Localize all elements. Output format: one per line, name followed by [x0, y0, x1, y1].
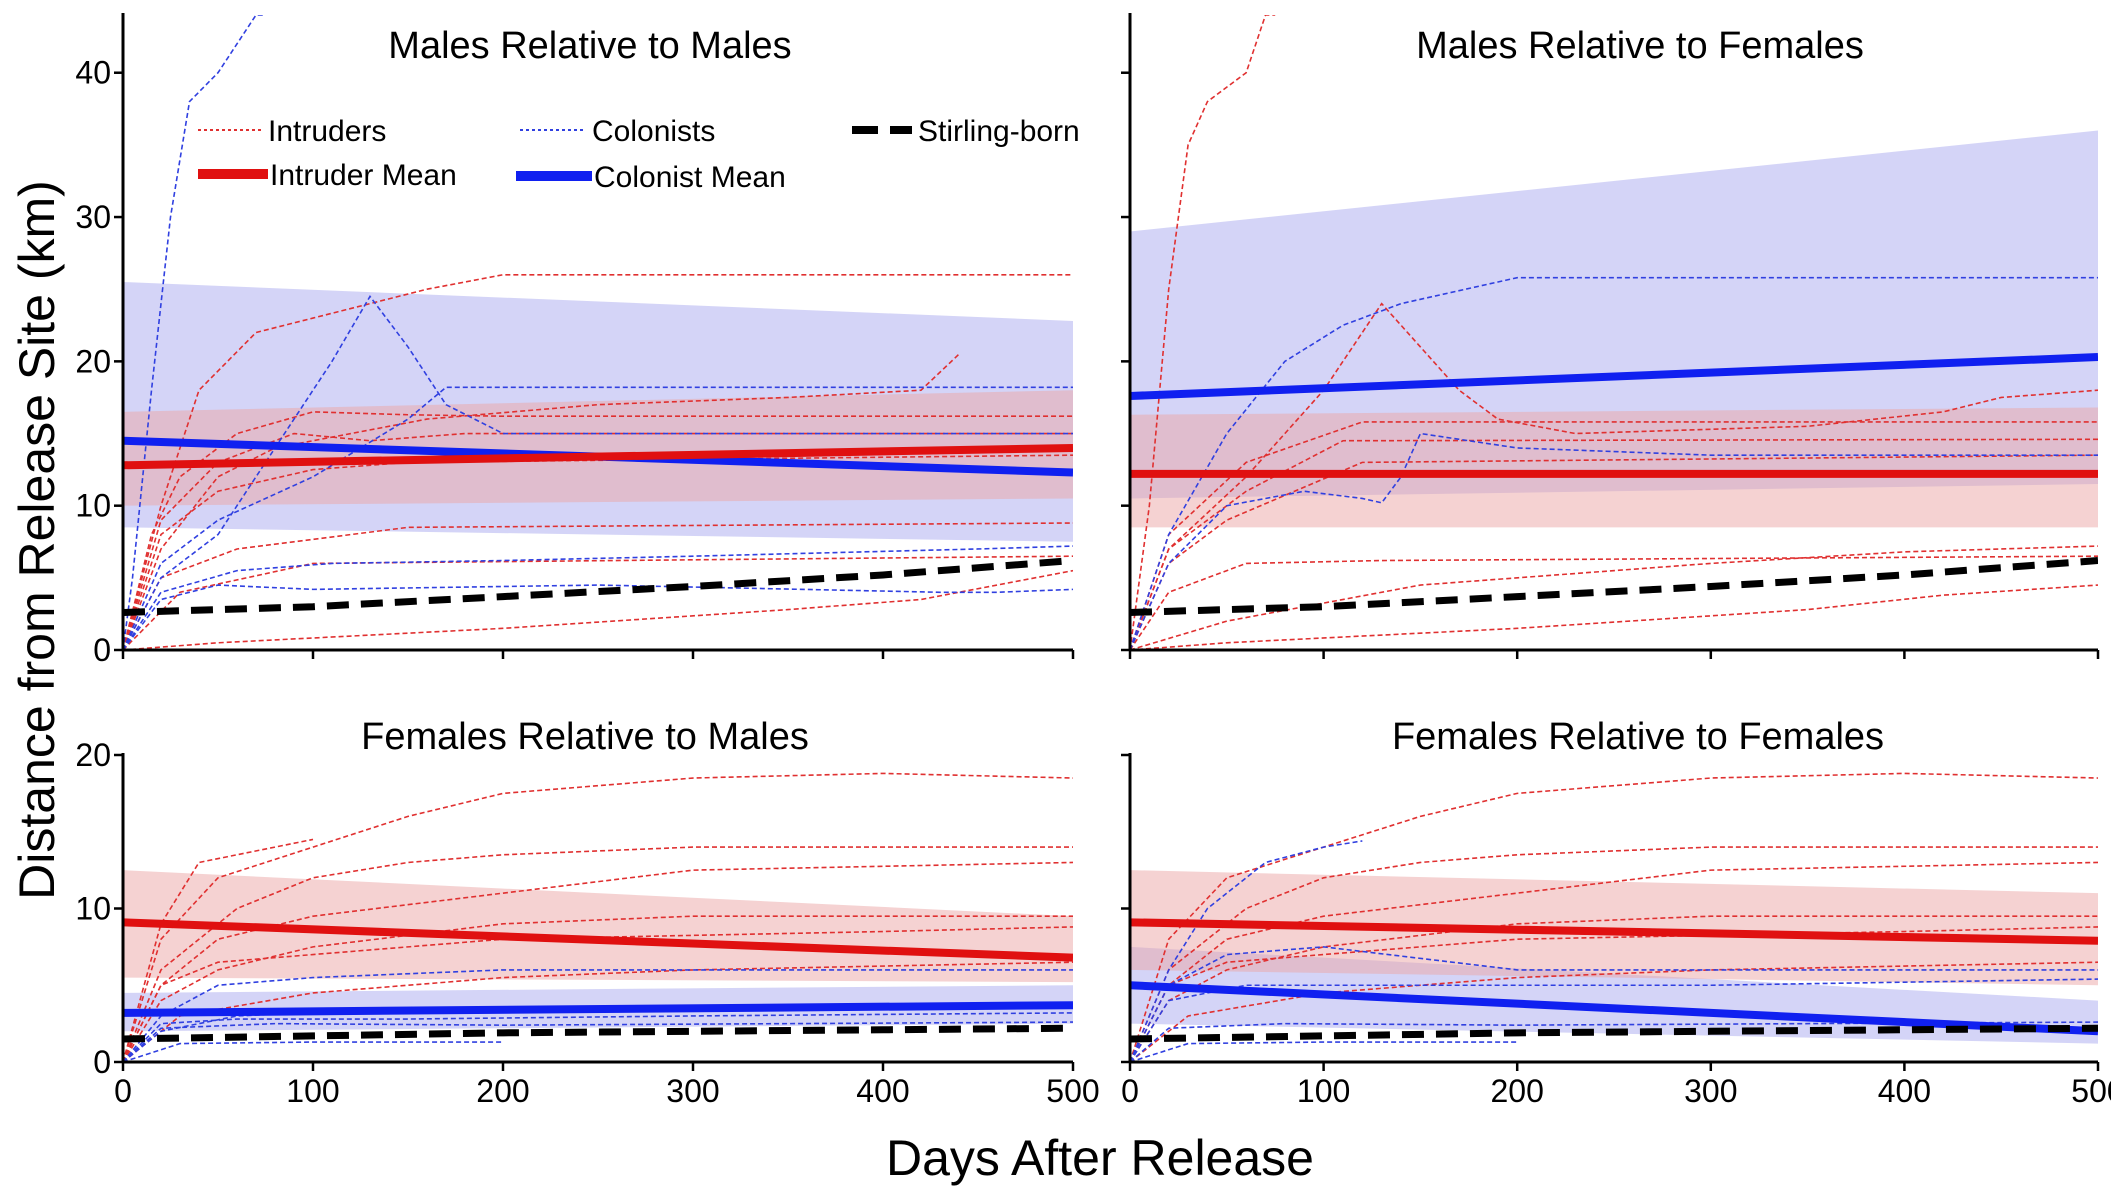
y-tick-label: 30 [75, 199, 111, 235]
panel-title: Females Relative to Females [1392, 716, 1884, 758]
panel-title: Males Relative to Males [388, 25, 791, 67]
intruder-track [123, 353, 960, 650]
legend-label: Colonist Mean [594, 161, 786, 194]
intruder-track [123, 961, 1073, 1062]
panel-mf: Males Relative to Females [1121, 13, 2100, 659]
colonist-mean-line [1130, 981, 2098, 1036]
y-tick-label: 40 [75, 55, 111, 91]
intruder-track [1130, 861, 2098, 1062]
colonist-track [1130, 1021, 2098, 1062]
legend-label: Stirling-born [918, 115, 1080, 148]
intruder-track [123, 411, 1073, 650]
intruder-track [123, 915, 1073, 1062]
intruder-track [123, 273, 1073, 650]
x-tick-label: 500 [2071, 1073, 2111, 1109]
stirling-born-line [1130, 1024, 2098, 1043]
intruder-track [1130, 545, 2098, 650]
intruder-mean-line [123, 443, 1073, 470]
legend-label: Intruders [268, 115, 386, 148]
colonist-track [123, 584, 1073, 650]
colonist-track [123, 15, 266, 650]
x-tick-label: 0 [114, 1073, 132, 1109]
intruder-track [123, 569, 1073, 650]
y-tick-label: 10 [75, 488, 111, 524]
y-tick-label: 10 [75, 891, 111, 927]
colonist-track [1130, 1041, 1518, 1062]
intruder-ci-band [123, 870, 1073, 983]
intruder-track [1130, 15, 1276, 650]
intruder-track [1130, 584, 2098, 650]
intruder-track [1130, 555, 2098, 650]
x-tick-label: 300 [1684, 1073, 1737, 1109]
intruder-track [1130, 961, 2098, 1062]
x-tick-label: 400 [856, 1073, 909, 1109]
stirling-born-line [123, 1024, 1073, 1043]
panel-title: Males Relative to Females [1416, 25, 1864, 67]
intruder-track [123, 432, 1073, 650]
intruder-track [123, 846, 1073, 1062]
y-tick-label: 20 [75, 343, 111, 379]
colonist-track [123, 545, 1073, 650]
x-tick-label: 400 [1878, 1073, 1931, 1109]
x-tick-label: 100 [286, 1073, 339, 1109]
x-tick-label: 200 [476, 1073, 529, 1109]
panel-title: Females Relative to Males [361, 716, 809, 758]
intruder-track [123, 772, 1073, 1062]
intruder-track [1130, 926, 2098, 1062]
colonist-ci-band [1130, 130, 2098, 499]
colonist-track [1130, 276, 2098, 650]
intruder-track [123, 926, 1073, 1062]
colonist-track [123, 1012, 1073, 1062]
y-axis-title: Distance from Release Site (km) [9, 180, 65, 900]
colonist-track [123, 969, 1073, 1062]
y-tick-label: 0 [93, 1044, 111, 1080]
intruder-track [123, 861, 1073, 1062]
panel-mm: 0 10 20 30 40 Males Relative to Males [75, 13, 1075, 668]
legend: Intruders Colonists Stirling-born Intruder … [198, 115, 1080, 194]
y-tick-label: 0 [93, 632, 111, 668]
intruder-ci-band [1130, 407, 2098, 528]
colonist-mean-line [123, 1001, 1073, 1017]
colonist-mean-line [1130, 353, 2098, 400]
intruder-mean-line [1130, 918, 2098, 945]
colonist-track [1130, 432, 2098, 650]
colonist-track [1130, 978, 2098, 1062]
x-tick-label: 300 [666, 1073, 719, 1109]
x-tick-label: 200 [1491, 1073, 1544, 1109]
intruder-mean-line [123, 918, 1073, 962]
panel-ff: 0 100 200 300 400 500 Females Relative to Fema… [1121, 716, 2111, 1109]
x-tick-label: 100 [1297, 1073, 1350, 1109]
intruder-track [1130, 772, 2098, 1062]
intruder-ci-band [123, 390, 1073, 506]
intruder-track [123, 555, 1073, 650]
x-tick-label: 500 [1046, 1073, 1099, 1109]
intruder-track [1130, 846, 2098, 1062]
colonist-track [123, 1021, 1073, 1062]
legend-label: Colonists [592, 115, 715, 148]
intruder-track [1130, 438, 2098, 650]
colonist-track [1130, 946, 2098, 1062]
y-tick-label: 20 [75, 737, 111, 773]
stirling-born-line [1130, 557, 2098, 616]
x-axis-title: Days After Release [886, 1130, 1314, 1186]
intruder-track [123, 522, 1073, 650]
legend-label: Intruder Mean [270, 159, 457, 192]
x-tick-label: 0 [1121, 1073, 1139, 1109]
colonist-track [123, 1041, 503, 1062]
stirling-born-line [123, 557, 1073, 616]
intruder-track [123, 838, 314, 1062]
